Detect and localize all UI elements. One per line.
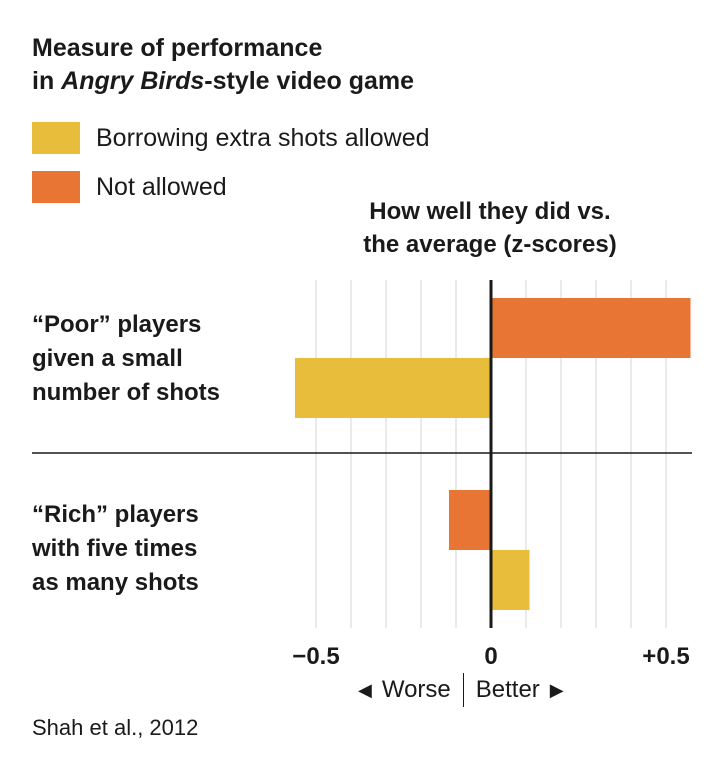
- source-note: Shah et al., 2012: [32, 715, 199, 740]
- bar-not-allowed-0: [491, 298, 691, 358]
- category-label-rich-line-1: “Rich” players: [32, 501, 199, 528]
- subtitle-line-2: the average (z-scores): [363, 231, 617, 258]
- x-tick-labels: −0.5 0 +0.5: [292, 643, 689, 670]
- title-line-1: Measure of performance: [32, 34, 323, 62]
- x-tick-label: +0.5: [642, 643, 689, 670]
- title-game-name: Angry Birds: [61, 67, 205, 95]
- subtitle-line-1: How well they did vs.: [369, 198, 611, 225]
- bars: [295, 298, 691, 610]
- category-label-rich-line-2: with five times: [32, 535, 198, 562]
- category-label-poor-line-3: number of shots: [32, 379, 221, 406]
- legend: Borrowing extra shots allowed Not allowe…: [32, 120, 430, 218]
- category-label-rich: “Rich” players with five times as many s…: [32, 498, 282, 600]
- better-label: Better: [475, 676, 540, 703]
- category-label-poor: “Poor” players given a small number of s…: [32, 308, 282, 410]
- bar-not-allowed-1: [449, 490, 491, 550]
- x-tick-label: 0: [484, 643, 497, 670]
- legend-label-not-allowed: Not allowed: [96, 172, 227, 201]
- worse-label: Worse: [381, 676, 451, 703]
- x-tick-label: −0.5: [292, 643, 339, 670]
- direction-indicator: ◀ Worse Better ▶: [358, 672, 628, 708]
- triangle-right-icon: ▶: [549, 679, 564, 700]
- category-label-rich-line-3: as many shots: [32, 569, 199, 596]
- title-line-2-suffix: -style video game: [204, 67, 415, 95]
- legend-swatch-borrowing: [32, 122, 80, 154]
- chart-subtitle: How well they did vs. the average (z-sco…: [300, 195, 680, 261]
- bar-borrowing-0: [295, 358, 491, 418]
- direction-divider: [462, 673, 464, 707]
- category-label-poor-line-1: “Poor” players: [32, 311, 202, 338]
- legend-item-not-allowed: Not allowed: [32, 169, 430, 205]
- triangle-left-icon: ◀: [358, 679, 372, 700]
- bar-borrowing-1: [491, 550, 530, 610]
- legend-swatch-not-allowed: [32, 171, 80, 203]
- chart-title: Measure of performance in Angry Birds-st…: [32, 32, 414, 98]
- title-line-2-prefix: in: [32, 67, 62, 95]
- legend-item-borrowing: Borrowing extra shots allowed: [32, 120, 430, 156]
- legend-label-borrowing: Borrowing extra shots allowed: [96, 123, 430, 152]
- category-label-poor-line-2: given a small: [32, 345, 183, 372]
